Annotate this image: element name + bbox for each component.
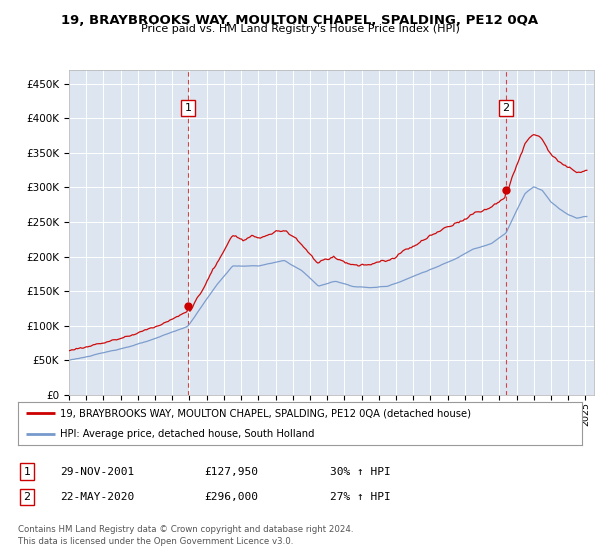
- Text: 2: 2: [502, 103, 509, 113]
- Text: 29-NOV-2001: 29-NOV-2001: [60, 466, 134, 477]
- Text: 1: 1: [23, 466, 31, 477]
- Text: Price paid vs. HM Land Registry's House Price Index (HPI): Price paid vs. HM Land Registry's House …: [140, 24, 460, 34]
- Text: 19, BRAYBROOKS WAY, MOULTON CHAPEL, SPALDING, PE12 0QA (detached house): 19, BRAYBROOKS WAY, MOULTON CHAPEL, SPAL…: [60, 408, 472, 418]
- Text: 30% ↑ HPI: 30% ↑ HPI: [330, 466, 391, 477]
- Text: £127,950: £127,950: [204, 466, 258, 477]
- Text: 22-MAY-2020: 22-MAY-2020: [60, 492, 134, 502]
- Text: £296,000: £296,000: [204, 492, 258, 502]
- Text: Contains HM Land Registry data © Crown copyright and database right 2024.
This d: Contains HM Land Registry data © Crown c…: [18, 525, 353, 546]
- Text: 2: 2: [23, 492, 31, 502]
- Text: HPI: Average price, detached house, South Holland: HPI: Average price, detached house, Sout…: [60, 430, 315, 439]
- Text: 1: 1: [184, 103, 191, 113]
- Text: 27% ↑ HPI: 27% ↑ HPI: [330, 492, 391, 502]
- Text: 19, BRAYBROOKS WAY, MOULTON CHAPEL, SPALDING, PE12 0QA: 19, BRAYBROOKS WAY, MOULTON CHAPEL, SPAL…: [61, 14, 539, 27]
